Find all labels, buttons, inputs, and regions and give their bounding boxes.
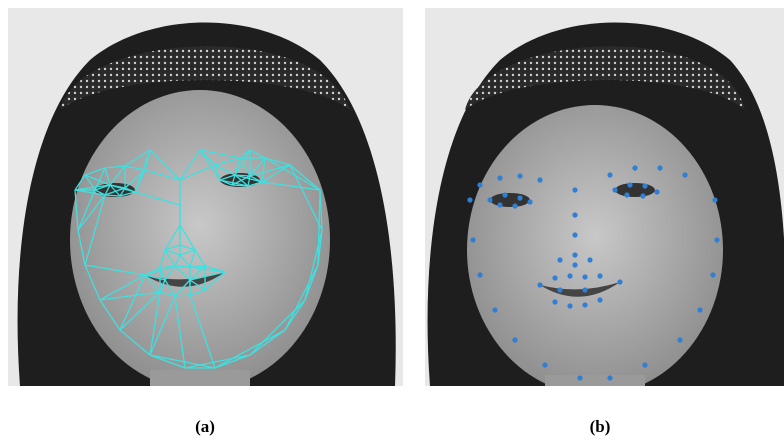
landmark [617,279,622,284]
landmark [657,165,662,170]
landmark [567,303,572,308]
landmark [640,193,645,198]
landmark [477,272,482,277]
landmark [537,282,542,287]
landmark [502,192,507,197]
landmark [612,187,617,192]
landmark [572,252,577,257]
landmark [477,182,482,187]
panel-label: (b) [590,417,611,436]
landmark [517,195,522,200]
panel-label: (a) [195,417,215,436]
landmark [497,175,502,180]
photo-a [8,8,403,390]
landmark [710,272,715,277]
landmark [517,173,522,178]
landmark [714,237,719,242]
landmark [557,257,562,262]
landmark [582,287,587,292]
landmark [552,275,557,280]
landmark [577,375,582,380]
landmark [572,212,577,217]
landmark [677,337,682,342]
landmark [552,299,557,304]
landmark [567,273,572,278]
landmark [512,203,517,208]
landmark [527,199,532,204]
photo-b [425,8,784,395]
landmark [697,307,702,312]
landmark [642,362,647,367]
landmark [607,172,612,177]
landmark [557,287,562,292]
landmark [487,197,492,202]
landmark [587,257,592,262]
landmark [712,197,717,202]
landmark [682,172,687,177]
landmark [597,273,602,278]
landmark [492,307,497,312]
landmark [642,183,647,188]
landmark [597,297,602,302]
landmark [572,187,577,192]
landmark [537,177,542,182]
landmark [582,274,587,279]
landmark [470,237,475,242]
landmark [632,165,637,170]
landmark [542,362,547,367]
landmark [627,182,632,187]
figure: (a) (b) [0,0,784,442]
landmark [607,375,612,380]
landmark [654,189,659,194]
landmark [572,262,577,267]
landmark [497,202,502,207]
landmark [467,197,472,202]
landmark [512,337,517,342]
landmark [582,302,587,307]
page: (a) (b) (() => { const data = JSON.parse… [0,0,784,442]
landmark [572,232,577,237]
landmark [624,192,629,197]
